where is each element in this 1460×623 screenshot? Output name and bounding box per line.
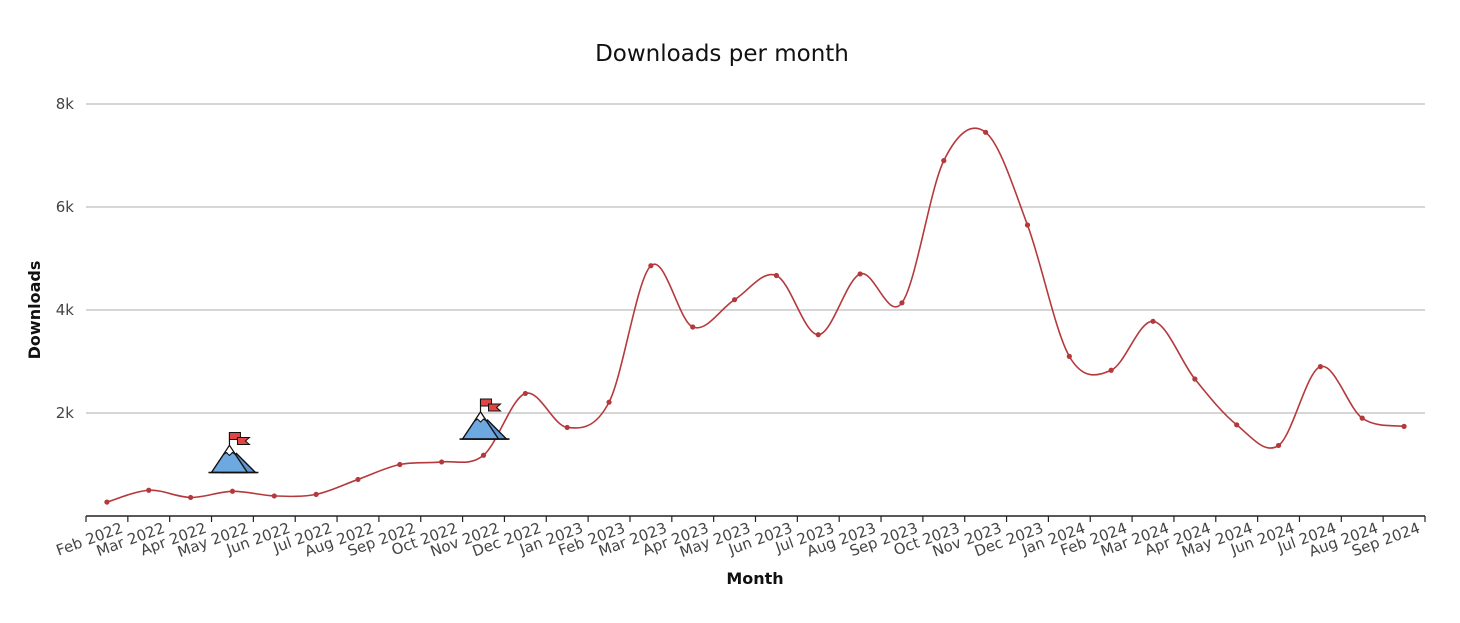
y-tick-label: 2k [56, 404, 75, 422]
data-point [271, 493, 277, 499]
data-point [146, 487, 152, 493]
data-point [1401, 423, 1407, 429]
x-axis-title: Month [726, 569, 783, 588]
data-point [1317, 364, 1323, 370]
data-point [104, 499, 110, 505]
y-axis-ticks: 2k 4k 6k 8k [56, 95, 75, 422]
data-point [522, 390, 528, 397]
data-point [773, 272, 780, 279]
data-point [1150, 318, 1156, 324]
data-points [104, 129, 1407, 505]
data-point [313, 491, 319, 497]
data-point [941, 158, 947, 164]
data-point [397, 461, 403, 468]
series-line [106, 127, 1405, 503]
data-point [1024, 222, 1031, 228]
data-point [857, 271, 863, 277]
y-axis-title: Downloads [25, 261, 44, 360]
chart-title: Downloads per month [595, 41, 849, 67]
data-point [439, 459, 445, 465]
data-point [188, 494, 194, 501]
y-tick-label: 4k [56, 301, 75, 319]
data-point [731, 297, 738, 303]
data-point [1234, 422, 1240, 428]
data-point [815, 332, 821, 338]
data-point [983, 129, 989, 135]
data-point [480, 452, 487, 458]
data-point [1275, 442, 1282, 449]
data-point [355, 476, 361, 483]
data-point [690, 324, 696, 330]
data-point [229, 488, 236, 494]
mountain-flag-icon [208, 432, 259, 474]
mountain-flag-icon [459, 398, 510, 440]
data-point [1066, 353, 1072, 359]
y-tick-label: 6k [56, 198, 75, 216]
data-point [564, 424, 570, 431]
milestone-markers [208, 398, 510, 474]
data-point [1192, 376, 1198, 382]
data-point [606, 399, 612, 405]
data-point [1359, 415, 1365, 421]
data-point [899, 300, 905, 306]
data-point [648, 263, 654, 269]
gridlines [86, 103, 1425, 414]
y-tick-label: 8k [56, 95, 75, 113]
data-point [1108, 367, 1114, 373]
